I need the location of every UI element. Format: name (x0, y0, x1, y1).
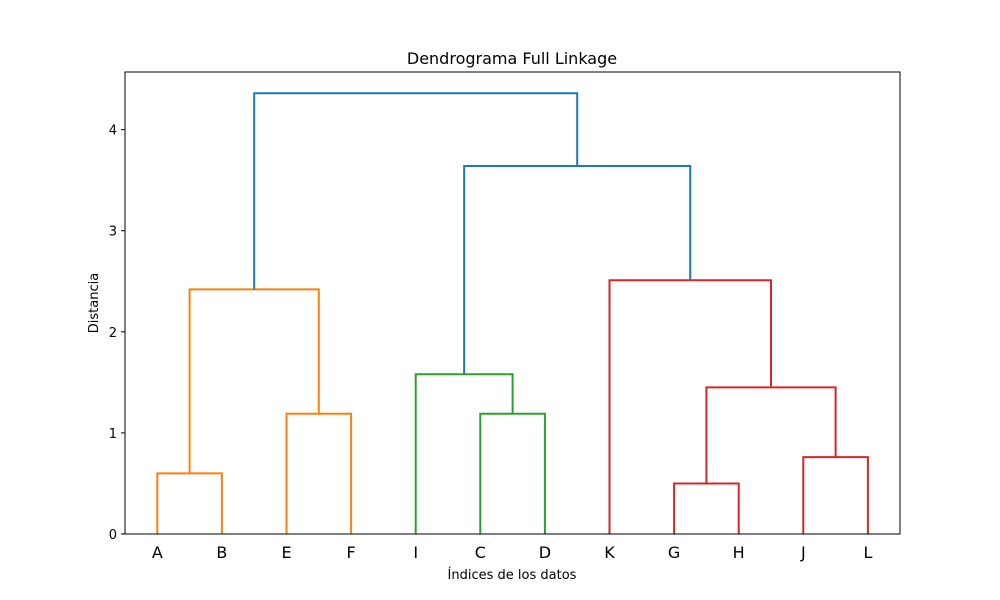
leaf-label: K (604, 543, 615, 562)
y-tick-label: 4 (109, 124, 117, 139)
y-axis-ticks: 0 1 2 3 4 (109, 124, 125, 543)
leaf-label: C (475, 543, 486, 562)
leaf-label: F (346, 543, 355, 562)
leaf-label: A (152, 543, 163, 562)
leaf-label: J (800, 543, 806, 562)
dendrogram-links (156, 92, 869, 534)
chart-title: Dendrograma Full Linkage (407, 49, 617, 68)
cluster-link-gh-jl (705, 386, 837, 484)
y-tick-label: 2 (109, 326, 117, 341)
y-tick-label: 3 (109, 225, 117, 240)
leaf-label: H (733, 543, 745, 562)
leaf-label: E (281, 543, 291, 562)
cluster-link-k-ghjl (608, 279, 772, 534)
y-tick-label: 0 (109, 528, 117, 543)
cluster-link-icd-kghjl (463, 165, 692, 375)
cluster-link-a-b (156, 472, 223, 534)
x-axis-label: Índices de los datos (448, 567, 577, 583)
y-axis-label: Distancia (87, 273, 102, 333)
cluster-link-g-h (673, 482, 740, 534)
leaf-label: G (668, 543, 680, 562)
plot-frame (124, 71, 901, 535)
cluster-link-abef-icdkghjl (253, 92, 579, 290)
leaf-label: B (216, 543, 227, 562)
y-tick-label: 1 (109, 427, 117, 442)
leaf-label: I (413, 543, 418, 562)
leaf-label: D (539, 543, 551, 562)
leaf-label: L (863, 543, 872, 562)
